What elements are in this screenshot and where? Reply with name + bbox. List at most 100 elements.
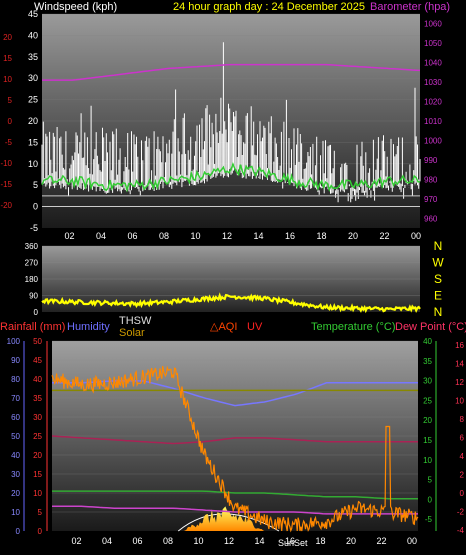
aqi-legend: △AQI — [210, 321, 237, 333]
x-tick-label: 16 — [285, 231, 295, 241]
humidity-tick-label: 90 — [11, 356, 20, 365]
temperature-tick-label: 0 — [428, 495, 433, 504]
barometer-tick-label: 960 — [424, 214, 438, 223]
x-tick-label: 22 — [379, 231, 389, 241]
humidity-tick-label: 60 — [11, 413, 20, 422]
rain-tick-label: 15 — [33, 470, 42, 479]
dewpoint-tick-label: 16 — [455, 341, 464, 350]
x-tick-label: 04 — [96, 231, 106, 241]
x-tick-label-bottom: 16 — [285, 536, 295, 546]
x-tick-label: 20 — [348, 231, 358, 241]
rain-tick-label: 10 — [33, 489, 42, 498]
dewpoint-tick-label: 12 — [455, 378, 464, 387]
dewpoint-tick-label: -4 — [457, 526, 465, 535]
humidity-legend: Humidity — [67, 321, 110, 333]
thsw-series — [51, 365, 419, 533]
rain-tick-label: 25 — [33, 432, 42, 441]
wind-tick-label: 25 — [28, 95, 38, 105]
x-tick-label-bottom: 12 — [224, 536, 234, 546]
temperature-tick-label: 15 — [423, 436, 432, 445]
wind-chill-tick-label: 15 — [3, 54, 12, 63]
wind-average-series — [41, 161, 421, 193]
temperature-tick-label: 40 — [423, 337, 432, 346]
rain-baseline-series — [52, 505, 418, 515]
dewpoint-tick-label: -2 — [457, 508, 465, 517]
compass-label: N — [434, 305, 443, 319]
wind-tick-label: 45 — [28, 9, 38, 19]
x-tick-label: 00 — [411, 231, 421, 241]
dewpoint-series — [51, 435, 418, 445]
rain-tick-label: 30 — [33, 413, 42, 422]
dewpoint-tick-label: 0 — [460, 489, 465, 498]
humidity-tick-label: 40 — [11, 451, 20, 460]
uv-legend: UV — [247, 321, 263, 333]
humidity-tick-label: 50 — [11, 432, 20, 441]
x-tick-label: 18 — [316, 231, 326, 241]
compass-label: W — [432, 256, 444, 270]
barometer-tick-label: 1010 — [424, 117, 442, 126]
rain-tick-label: 0 — [38, 527, 43, 536]
x-tick-label-bottom: 10 — [193, 536, 203, 546]
x-tick-label-bottom: 02 — [71, 536, 81, 546]
temperature-tick-label: 10 — [423, 456, 432, 465]
wind-tick-label: -5 — [30, 223, 38, 233]
x-tick-label: 02 — [64, 231, 74, 241]
wind-tick-label: 35 — [28, 52, 38, 62]
x-tick-label: 10 — [190, 231, 200, 241]
wind-tick-label: 20 — [28, 116, 38, 126]
wind-chill-tick-label: -20 — [0, 201, 12, 210]
wind-dir-tick-label: 0 — [34, 308, 39, 317]
wind-dir-tick-label: 360 — [25, 242, 39, 251]
humidity-tick-label: 30 — [11, 470, 20, 479]
solar-legend: Solar — [119, 327, 145, 339]
humidity-tick-label: 0 — [16, 527, 21, 536]
wind-tick-label: 5 — [33, 180, 38, 190]
rain-tick-label: 50 — [33, 337, 42, 346]
barometer-tick-label: 1020 — [424, 98, 442, 107]
wind-chill-tick-label: 10 — [3, 75, 12, 84]
wind-dir-tick-label: 180 — [25, 275, 39, 284]
barometer-tick-label: 1000 — [424, 136, 442, 145]
dewpoint-tick-label: 4 — [460, 452, 465, 461]
dewpoint-tick-label: 8 — [460, 415, 465, 424]
rainfall-legend: Rainfall (mm) — [0, 321, 65, 333]
temperature-tick-label: 25 — [423, 396, 432, 405]
x-tick-label-bottom: 06 — [132, 536, 142, 546]
rain-tick-label: 20 — [33, 451, 42, 460]
wind-chill-tick-label: 0 — [8, 117, 13, 126]
sunset-label: SunSet — [278, 538, 308, 548]
x-tick-label: 12 — [222, 231, 232, 241]
wind-chill-tick-label: -15 — [0, 180, 12, 189]
barometer-series — [42, 63, 421, 81]
humidity-tick-label: 100 — [7, 337, 21, 346]
barometer-tick-label: 980 — [424, 175, 438, 184]
temperature-tick-label: -5 — [425, 515, 433, 524]
rain-tick-label: 35 — [33, 394, 42, 403]
barometer-tick-label: 1050 — [424, 39, 442, 48]
wind-chill-tick-label: 5 — [8, 96, 13, 105]
wind-tick-label: 15 — [28, 137, 38, 147]
wind-chill-tick-label: -10 — [0, 159, 12, 168]
humidity-tick-label: 80 — [11, 375, 20, 384]
wind-dir-tick-label: 90 — [29, 292, 38, 301]
barometer-tick-label: 1040 — [424, 59, 442, 68]
humidity-tick-label: 10 — [11, 508, 20, 517]
x-tick-label-bottom: 22 — [376, 536, 386, 546]
temperature-legend: Temperature (°C) — [311, 321, 395, 333]
x-tick-label-bottom: 18 — [315, 536, 325, 546]
dewpoint-tick-label: 2 — [460, 471, 465, 480]
compass-label: N — [434, 239, 443, 253]
wind-tick-label: 30 — [28, 73, 38, 83]
wind-gust-series — [41, 42, 421, 203]
temperature-tick-label: 20 — [423, 416, 432, 425]
x-tick-label-bottom: 00 — [407, 536, 417, 546]
solar-series — [183, 506, 265, 531]
x-tick-label: 14 — [253, 231, 263, 241]
x-tick-label-bottom: 08 — [163, 536, 173, 546]
wind-tick-label: 40 — [28, 30, 38, 40]
wind-chill-tick-label: 20 — [3, 33, 12, 42]
barometer-tick-label: 1060 — [424, 20, 442, 29]
